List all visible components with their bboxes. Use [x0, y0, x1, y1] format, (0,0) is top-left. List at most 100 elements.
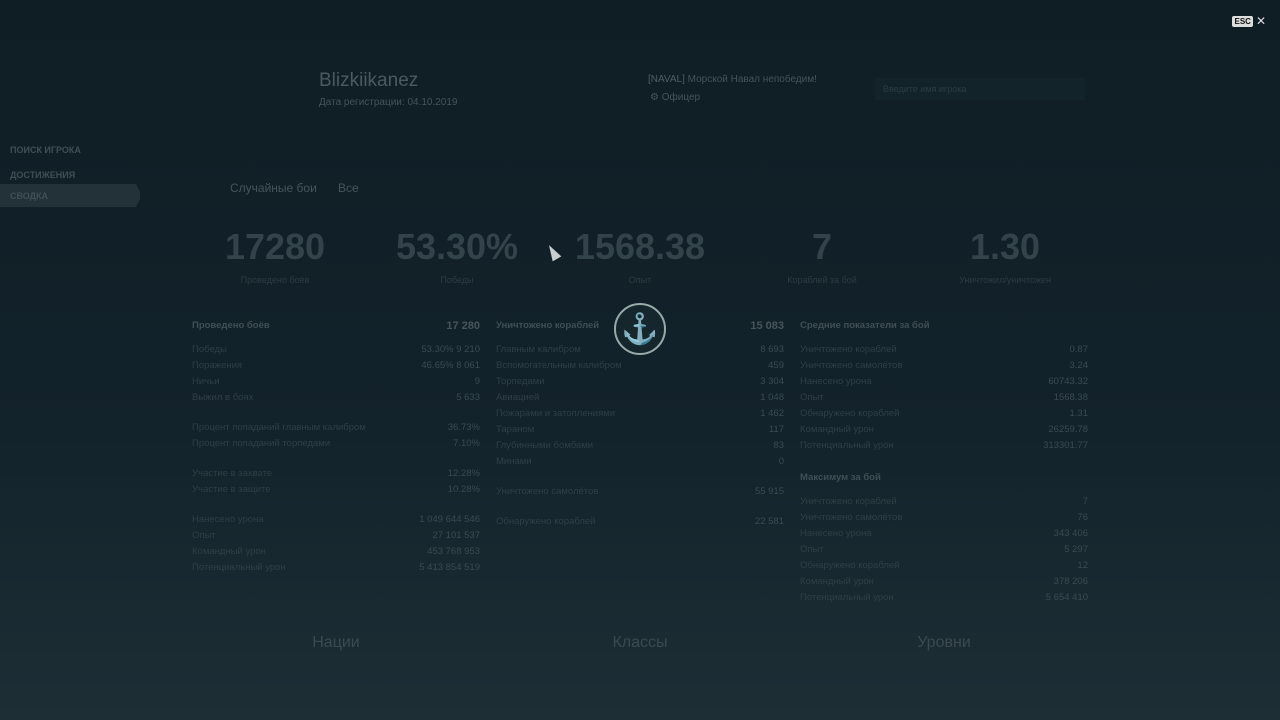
stat-value: 36.73%: [447, 422, 480, 433]
summary-value: 17280: [224, 226, 326, 267]
stat-label: Командный урон: [192, 546, 266, 557]
column-title: Проведено боёв: [192, 320, 270, 331]
stat-label: Нанесено урона: [800, 528, 872, 539]
stat-row: Нанесено урона 1 049 644 546: [192, 512, 480, 528]
player-name: Blizkiikanez: [319, 70, 419, 91]
column-title: Средние показатели за бой: [800, 320, 930, 331]
clan-name: Морской Навал непобедим!: [687, 74, 817, 85]
stat-row: Уничтожено самолётов 76: [800, 510, 1088, 526]
stat-label: Уничтожено кораблей: [800, 344, 897, 355]
stat-label: Опыт: [192, 530, 216, 541]
stat-value: 459: [768, 360, 784, 371]
stat-value: 1 049 644 546: [419, 514, 480, 525]
stat-label: Глубинными бомбами: [496, 440, 594, 451]
stat-value: 1 048: [760, 392, 784, 403]
sidebar-item-player-search[interactable]: ПОИСК ИГРОКА: [10, 145, 81, 155]
stat-row: Командный урон 453 768 953: [192, 544, 480, 560]
stat-row: Обнаружено кораблей 12: [800, 558, 1088, 574]
stat-row: Участие в захвате 12.28%: [192, 466, 480, 482]
column-title: Уничтожено кораблей: [496, 320, 600, 331]
stat-row: Пожарами и затоплениями 1 462: [496, 406, 784, 422]
stat-row: Потенциальный урон 5 654 410: [800, 590, 1088, 606]
stat-value: 26259.78: [1048, 424, 1088, 435]
summary-label: Уничтожил/уничтожен: [959, 275, 1051, 285]
stat-label: Процент попаданий торпедами: [192, 438, 331, 449]
stat-label: Командный урон: [800, 576, 874, 587]
stat-row: Уничтожено самолётов 55 915: [496, 484, 784, 500]
stat-value: 5 654 410: [1045, 592, 1088, 603]
rank-label: Офицер: [661, 92, 701, 103]
esc-key-icon: ESC: [1232, 15, 1253, 27]
stat-value: 8 693: [760, 344, 784, 355]
stat-value: 12: [1077, 560, 1088, 571]
stat-row: Тараном 117: [496, 422, 784, 438]
stat-row: Обнаружено кораблей 1.31: [800, 406, 1088, 422]
stat-row: Потенциальный урон 313301.77: [800, 438, 1088, 454]
stat-value: 5 633: [456, 392, 480, 403]
stat-row: Уничтожено кораблей 7: [800, 494, 1088, 510]
stat-row: Победы 53.30% 9 210: [192, 342, 480, 358]
player-search-input[interactable]: [875, 78, 1085, 100]
stat-row: Опыт 5 297: [800, 542, 1088, 558]
stat-label: Обнаружено кораблей: [800, 560, 900, 571]
stat-row: Главным калибром 8 693: [496, 342, 784, 358]
section-classes[interactable]: Классы: [612, 634, 668, 651]
stat-row: Вспомогательным калибром 459: [496, 358, 784, 374]
column-total: 17 280: [446, 320, 480, 332]
stat-row: Выжил в боях 5 633: [192, 390, 480, 406]
stat-label: Победы: [192, 344, 227, 355]
summary-label: Победы: [440, 275, 474, 285]
summary-value: 1.30: [969, 226, 1041, 267]
stat-label: Потенциальный урон: [192, 562, 286, 573]
stat-row: Минами 0: [496, 454, 784, 470]
stat-value: 10.28%: [447, 484, 480, 495]
stat-value: 117: [768, 424, 784, 435]
clan-rank: ⚙ Офицер: [650, 92, 700, 103]
stat-row: Процент попаданий торпедами 7.10%: [192, 436, 480, 452]
summary-value: 1568.38: [574, 226, 706, 267]
stat-label: Опыт: [800, 392, 824, 403]
column-title: Максимум за бой: [800, 472, 881, 483]
stat-label: Вспомогательным калибром: [496, 360, 622, 371]
sidebar-item-achievements[interactable]: ДОСТИЖЕНИЯ: [10, 170, 76, 180]
summary-value: 7: [811, 226, 833, 267]
registration-date: Дата регистрации: 04.10.2019: [319, 97, 458, 108]
stat-value: 60743.32: [1048, 376, 1088, 387]
stat-label: Торпедами: [496, 376, 545, 387]
stat-label: Обнаружено кораблей: [496, 516, 596, 527]
stat-label: Командный урон: [800, 424, 874, 435]
summary-label: Проведено боёв: [240, 275, 310, 285]
stat-row: Потенциальный урон 5 413 854 519: [192, 560, 480, 576]
stat-value: 313301.77: [1043, 440, 1088, 451]
anchor-icon: ⚓: [614, 303, 666, 355]
column-total: 15 083: [750, 320, 784, 332]
stat-label: Нанесено урона: [800, 376, 872, 387]
close-button[interactable]: ESC ✕: [1232, 14, 1266, 28]
stat-label: Минами: [496, 456, 532, 467]
stat-value: 3.24: [1069, 360, 1089, 371]
stat-label: Поражения: [192, 360, 243, 371]
stat-value: 453 768 953: [427, 546, 480, 557]
stat-value: 3 304: [760, 376, 784, 387]
stat-value: 1568.38: [1053, 392, 1088, 403]
section-nations[interactable]: Нации: [312, 634, 360, 651]
sidebar-item-summary[interactable]: СВОДКА: [0, 184, 140, 207]
stat-value: 53.30% 9 210: [421, 344, 480, 355]
stat-value: 0.87: [1069, 344, 1089, 355]
summary-label: Кораблей за бой: [787, 275, 857, 285]
stat-value: 46.65% 8 061: [421, 360, 480, 371]
stat-value: 1 462: [760, 408, 784, 419]
averages-column: Средние показатели за бой Уничтожено кора…: [800, 320, 1088, 606]
clan-info[interactable]: [NAVAL] Морской Навал непобедим!: [648, 74, 817, 85]
tab-all[interactable]: Все: [338, 181, 359, 195]
stat-label: Выжил в боях: [192, 392, 254, 403]
stat-value: 0: [778, 456, 784, 467]
stat-label: Пожарами и затоплениями: [496, 408, 616, 419]
section-tiers[interactable]: Уровни: [917, 634, 971, 651]
stat-value: 9: [474, 376, 480, 387]
stat-row: Обнаружено кораблей 22 581: [496, 514, 784, 530]
stat-row: Процент попаданий главным калибром 36.73%: [192, 420, 480, 436]
stat-label: Потенциальный урон: [800, 592, 894, 603]
stat-label: Уничтожено самолётов: [496, 486, 599, 497]
tab-random-battles[interactable]: Случайные бои: [230, 181, 317, 195]
